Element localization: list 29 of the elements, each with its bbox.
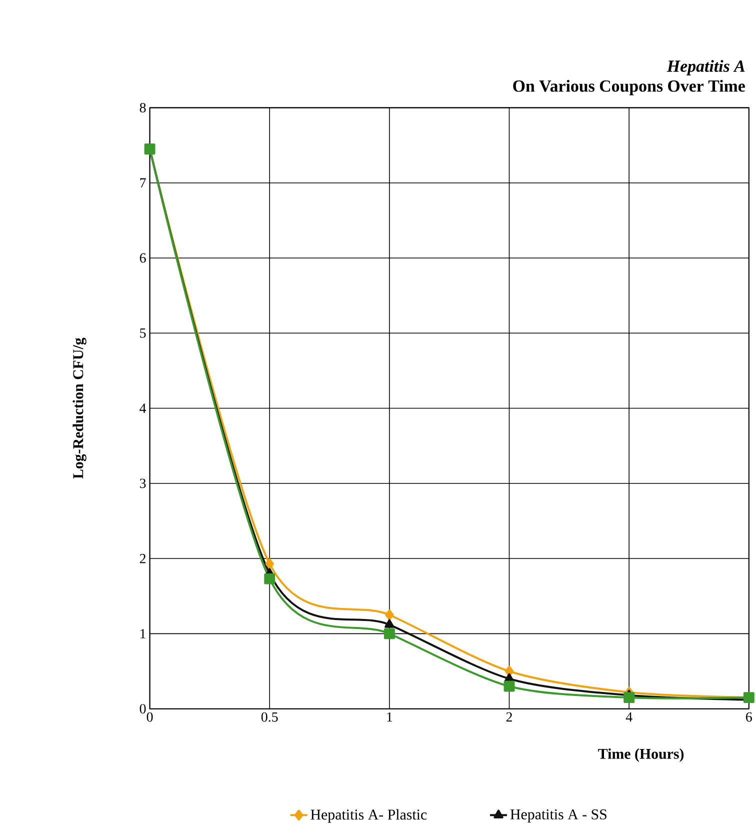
- legend-label: Hepatitis A - SS: [510, 809, 607, 822]
- point: [264, 573, 276, 584]
- y-tick-label: 8: [140, 103, 146, 112]
- x-axis-title: Time (Hours): [598, 748, 684, 762]
- y-tick-label: 1: [140, 629, 146, 638]
- y-tick-label: 7: [140, 178, 146, 188]
- x-tick-label: 6: [746, 712, 752, 722]
- y-tick-label: 5: [140, 328, 146, 338]
- x-tick-label: 4: [626, 712, 633, 722]
- point: [384, 628, 396, 640]
- chart-subtitle: On Various Coupons Over Time: [513, 80, 746, 96]
- point: [505, 666, 514, 677]
- x-tick-label: 0: [146, 712, 153, 722]
- y-tick-label: 0: [140, 704, 146, 714]
- point: [385, 609, 394, 620]
- y-tick-label: 4: [140, 404, 146, 413]
- point: [384, 619, 394, 628]
- y-tick-label: 3: [140, 478, 146, 488]
- point: [504, 680, 515, 692]
- legend-label: Hepatitis A- Plastic: [310, 809, 427, 823]
- x-tick-label: 2: [506, 712, 512, 722]
- y-tick-label: 6: [140, 253, 146, 263]
- point: [624, 692, 635, 704]
- y-tick-label: 2: [140, 554, 146, 564]
- x-tick-label: 0.5: [262, 712, 278, 722]
- point: [265, 558, 274, 570]
- chart-title: Hepatitis A: [666, 60, 745, 76]
- y-axis-title: Log-Reduction CFU/g: [72, 338, 87, 479]
- x-tick-label: 1: [387, 712, 392, 722]
